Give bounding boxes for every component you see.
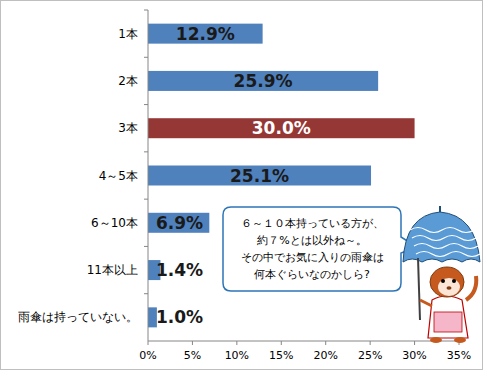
category-label: 雨傘は持っていない。 xyxy=(18,310,138,324)
data-label: 25.9% xyxy=(234,71,293,91)
x-tick-label: 35% xyxy=(447,349,471,362)
annotation: ６～１０本持っている方が、 xyxy=(241,217,384,230)
bar xyxy=(148,213,209,233)
x-tick-label: 20% xyxy=(313,349,337,362)
y-tick xyxy=(144,246,148,247)
x-tick xyxy=(325,341,326,345)
umbrella xyxy=(403,212,480,262)
mascot-arm xyxy=(420,300,432,306)
x-tick xyxy=(148,341,149,345)
y-tick xyxy=(144,293,148,294)
x-tick xyxy=(414,341,415,345)
x-tick-label: 30% xyxy=(402,349,426,362)
category-label: 2本 xyxy=(118,74,138,88)
bar xyxy=(148,166,371,186)
mascot xyxy=(403,206,480,343)
annotation: その中でお気に入りの雨傘は xyxy=(241,251,384,264)
x-tick-label: 10% xyxy=(225,349,249,362)
y-tick xyxy=(144,10,148,11)
x-tick xyxy=(281,341,282,345)
mascot-nose xyxy=(447,286,452,290)
mascot-tail xyxy=(466,276,476,300)
umbrella-pattern xyxy=(414,244,478,249)
data-label: 30.0% xyxy=(252,118,311,138)
umbrella-pattern xyxy=(416,252,480,257)
category-label: 3本 xyxy=(118,121,138,135)
x-axis xyxy=(148,341,459,342)
umbrella-pattern xyxy=(412,236,476,241)
bar xyxy=(148,71,378,91)
data-label: 6.9% xyxy=(156,213,203,233)
chart: 0% 5% 10% 15% 20% 25% 30% 35% 1本 2本 3本 4～5本 6～10本 11本… xyxy=(0,0,483,370)
category-label: 1本 xyxy=(118,27,138,41)
speech-bubble xyxy=(223,207,417,291)
mascot-eye xyxy=(452,279,456,283)
y-axis xyxy=(148,10,149,341)
x-tick-label: 0% xyxy=(139,349,156,362)
annotation: 約７%とは以外ね～。 xyxy=(257,234,366,247)
umbrella-shaft xyxy=(418,258,420,320)
frame xyxy=(1,1,483,370)
x-tick-label: 5% xyxy=(184,349,201,362)
umbrella-pattern xyxy=(410,228,474,233)
mascot-foot xyxy=(430,337,442,343)
data-label: 1.0% xyxy=(156,307,203,327)
bar xyxy=(148,24,263,44)
category-label: 11本以上 xyxy=(87,263,138,277)
mascot-apron xyxy=(434,312,462,332)
category-label: 6～10本 xyxy=(91,216,138,230)
mascot-head xyxy=(430,267,464,297)
y-tick xyxy=(144,199,148,200)
data-label: 12.9% xyxy=(176,24,235,44)
annotation: 何本ぐらいなのかしら? xyxy=(254,268,370,281)
x-tick xyxy=(236,341,237,345)
category-label: 4～5本 xyxy=(99,169,138,183)
x-tick xyxy=(192,341,193,345)
y-tick xyxy=(144,57,148,58)
mascot-eye xyxy=(441,279,445,283)
x-tick xyxy=(370,341,371,345)
x-tick-label: 15% xyxy=(269,349,293,362)
data-label: 1.4% xyxy=(156,260,203,280)
data-label: 25.1% xyxy=(230,166,289,186)
mascot-body xyxy=(428,296,468,338)
mascot-foot xyxy=(454,337,466,343)
bar xyxy=(148,118,415,138)
umbrella-tip xyxy=(439,206,441,212)
x-tick-label: 25% xyxy=(358,349,382,362)
y-tick xyxy=(144,151,148,152)
mascot-face xyxy=(438,278,460,296)
y-tick xyxy=(144,104,148,105)
